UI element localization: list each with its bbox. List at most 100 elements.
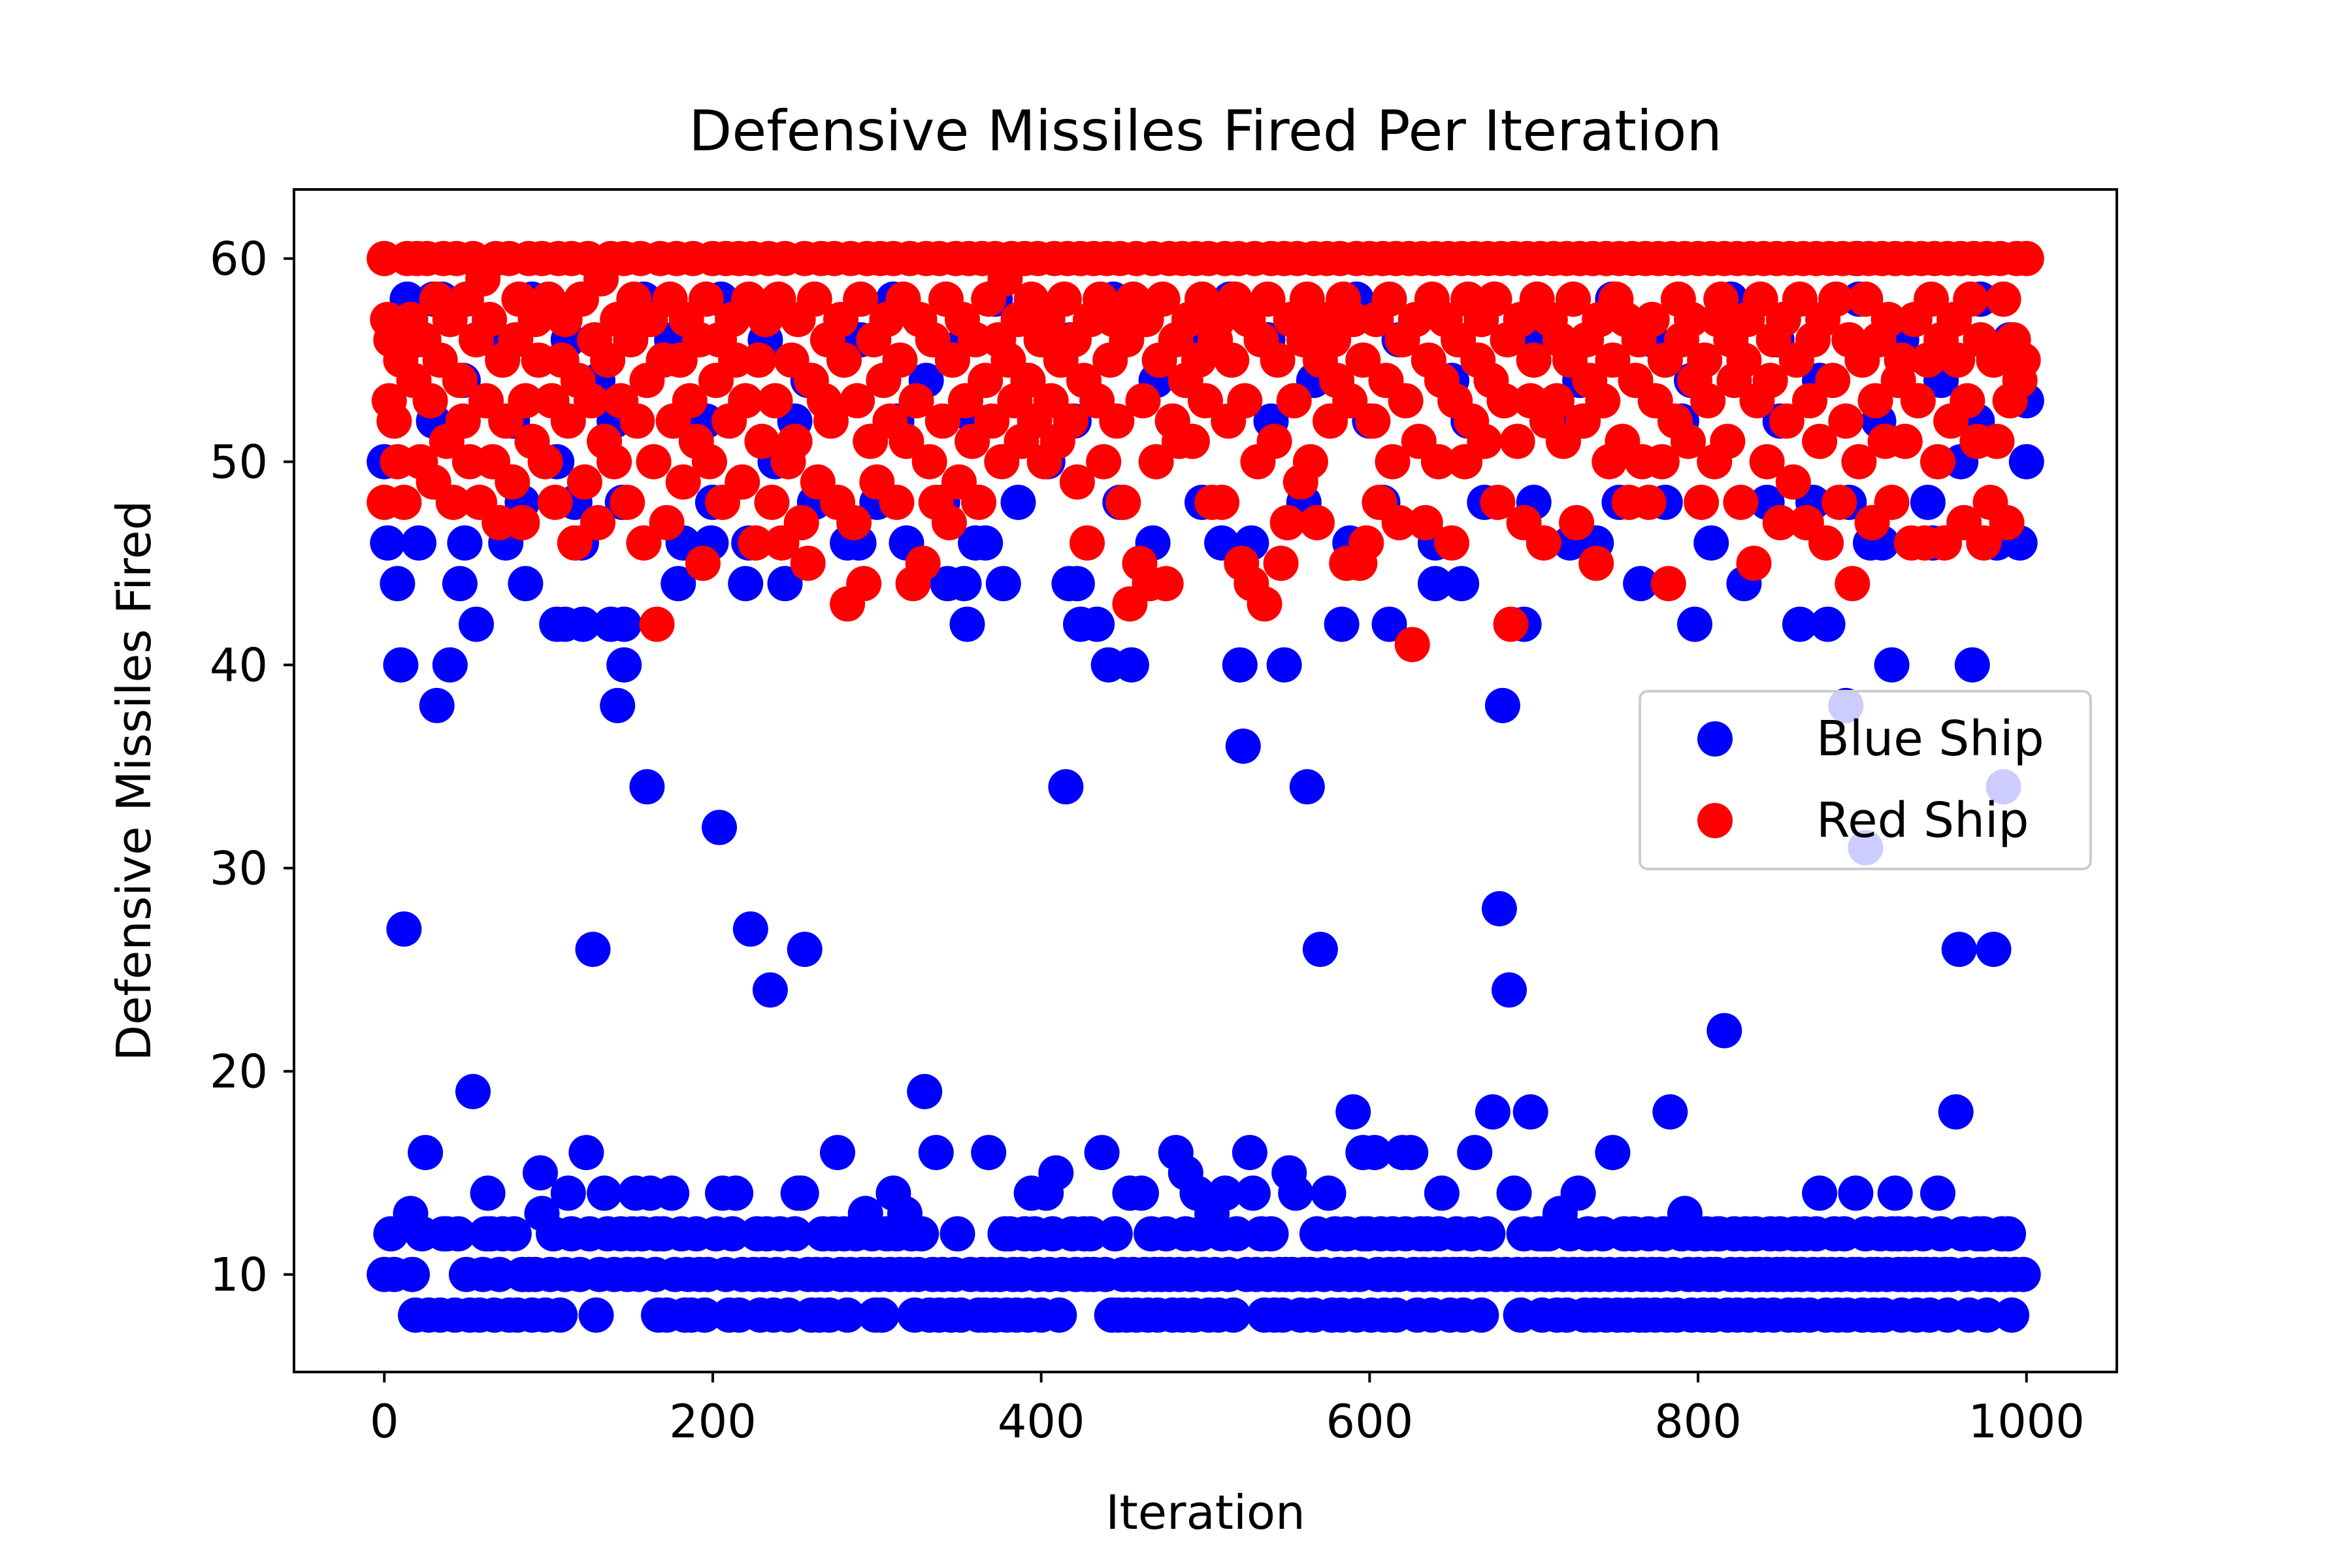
blue-ship-point	[447, 525, 483, 561]
blue-ship-point	[2005, 1256, 2041, 1292]
red-ship-point	[1046, 281, 1082, 317]
red-ship-point	[1174, 423, 1210, 459]
blue-ship-point	[939, 1216, 975, 1252]
blue-ship-point	[1838, 1175, 1874, 1211]
blue-ship-point	[383, 647, 419, 683]
red-ship-point	[1407, 505, 1443, 540]
red-ship-point	[974, 403, 1010, 439]
blue-ship-point	[1215, 1297, 1251, 1333]
red-ship-point	[557, 525, 593, 561]
red-ship-point	[1086, 444, 1122, 480]
red-ship-point	[1371, 281, 1407, 317]
red-ship-point	[911, 444, 947, 480]
blue-ship-point	[1232, 1135, 1267, 1171]
red-ship-point	[1887, 423, 1923, 459]
red-ship-point	[504, 505, 540, 540]
blue-ship-point	[1424, 1175, 1460, 1211]
blue-ship-point	[1880, 1216, 1916, 1252]
legend: Blue Ship Red Ship	[1639, 690, 2092, 870]
blue-ship-point	[1920, 1175, 1955, 1211]
blue-ship-point	[1302, 932, 1338, 968]
red-ship-point	[1250, 281, 1286, 317]
blue-ship-point	[470, 1175, 506, 1211]
y-axis-label: Defensive Missiles Fired	[106, 500, 161, 1061]
red-ship-point	[1434, 525, 1469, 561]
red-ship-point	[843, 281, 879, 317]
blue-ship-point	[1991, 1216, 2027, 1252]
y-tick-label: 50	[210, 436, 268, 489]
red-ship-point	[813, 403, 849, 439]
blue-ship-point	[1938, 1094, 1974, 1130]
red-ship-point	[1671, 423, 1706, 459]
red-ship-point	[757, 383, 793, 419]
red-ship-point	[1953, 281, 1989, 317]
red-ship-point	[1687, 342, 1723, 378]
blue-ship-point	[1266, 647, 1302, 683]
red-ship-point	[790, 546, 826, 581]
blue-ship-point	[1000, 484, 1036, 520]
red-ship-point	[1782, 281, 1818, 317]
red-ship-point	[1204, 484, 1240, 520]
blue-ship-point	[1253, 1216, 1289, 1252]
blue-ship-point	[702, 809, 737, 845]
blue-ship-point	[1470, 1216, 1506, 1252]
blue-ship-point	[386, 911, 422, 947]
blue-ship-point	[1802, 1175, 1838, 1211]
blue-ship-point	[1335, 1094, 1371, 1130]
red-ship-point	[1539, 383, 1575, 419]
blue-ship-point	[1356, 1135, 1392, 1171]
blue-ship-point	[949, 606, 985, 642]
blue-ship-point	[918, 1135, 954, 1171]
blue-ship-point	[442, 566, 478, 602]
red-ship-point	[386, 484, 422, 520]
red-ship-point	[1480, 484, 1516, 520]
red-ship-point	[1674, 302, 1709, 337]
blue-ship-point	[568, 1135, 604, 1171]
red-ship-point	[889, 423, 924, 459]
red-ship-point	[1578, 546, 1614, 581]
red-ship-point	[1214, 342, 1250, 378]
blue-ship-point	[550, 1175, 586, 1211]
red-ship-point	[573, 383, 609, 419]
blue-ship-point	[1693, 525, 1729, 561]
red-ship-point	[796, 281, 832, 317]
red-ship-point	[1742, 281, 1778, 317]
blue-ship-point	[1969, 1297, 2005, 1333]
red-ship-point	[1914, 281, 1949, 317]
legend-label-red-ship: Red Ship	[1816, 792, 2029, 849]
blue-ship-point	[1994, 1297, 2030, 1333]
blue-ship-point	[1512, 1094, 1548, 1130]
red-ship-point	[1848, 281, 1884, 317]
red-ship-point	[1099, 403, 1135, 439]
blue-ship-point	[1526, 1216, 1561, 1252]
blue-ship-point	[907, 1073, 943, 1109]
y-tick-label: 30	[210, 842, 268, 896]
red-ship-point	[905, 546, 941, 581]
red-ship-point	[1684, 484, 1720, 520]
red-ship-point	[1808, 525, 1844, 561]
red-ship-point	[777, 423, 813, 459]
blue-ship-point	[1595, 1135, 1631, 1171]
blue-ship-point	[587, 1175, 623, 1211]
blue-ship-point	[816, 1216, 852, 1252]
blue-ship-point	[606, 606, 642, 642]
blue-ship-point	[1954, 647, 1990, 683]
blue-ship-point	[904, 1216, 939, 1252]
red-ship-point	[1053, 403, 1088, 439]
red-ship-point	[826, 342, 862, 378]
red-ship-point	[691, 444, 727, 480]
blue-ship-point	[542, 1297, 578, 1333]
blue-ship-point	[1168, 1216, 1203, 1252]
red-ship-point	[1818, 281, 1854, 317]
blue-ship-point	[728, 566, 764, 602]
blue-ship-point	[1079, 606, 1115, 642]
red-ship-point	[1644, 444, 1680, 480]
blue-ship-point	[864, 1297, 900, 1333]
blue-ship-point	[1877, 1175, 1913, 1211]
blue-ship-point	[777, 1216, 813, 1252]
legend-frame	[1639, 690, 2092, 870]
blue-ship-point	[496, 1216, 532, 1252]
blue-ship-point	[639, 1216, 675, 1252]
red-ship-point	[1059, 464, 1095, 500]
red-ship-point	[1870, 302, 1906, 337]
